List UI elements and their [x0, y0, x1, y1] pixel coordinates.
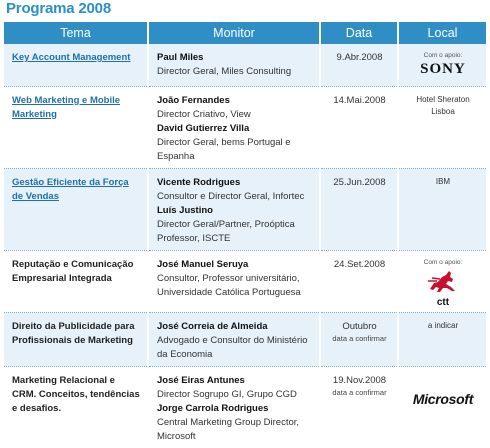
date-value: 19.Nov.2008: [332, 374, 387, 386]
cell-local: Microsoft: [398, 366, 486, 448]
cell-local: a indicar: [398, 312, 486, 367]
date-note: data a confirmar: [332, 333, 387, 343]
header-monitor: Monitor: [148, 22, 321, 44]
cell-local: IBM: [398, 168, 486, 251]
monitor-role: Director Sogrupo GI, Grupo CGD: [157, 388, 297, 400]
sony-logo: SONY: [420, 61, 466, 77]
cell-tema: Web Marketing e Mobile Marketing: [4, 86, 149, 169]
date-value: 9.Abr.2008: [336, 52, 383, 63]
monitor-name: Luís Justino: [157, 204, 213, 216]
cell-tema: Marketing Relacional e CRM. Conceitos, t…: [4, 366, 149, 448]
table-row: Key Account Management Paul Miles Director…: [4, 44, 486, 87]
header-local: Local: [398, 22, 486, 44]
program-table: Tema Monitor Data Local Key Account Mana…: [4, 22, 486, 448]
support-label: Com o apoio:: [423, 258, 463, 266]
cell-monitor: José Manuel Seruya Consultor, Professor u…: [148, 250, 321, 313]
cell-data: 25.Jun.2008: [320, 168, 399, 251]
monitor-name: José Eiras Antunes: [157, 374, 245, 386]
cell-data: 19.Nov.2008 data a confirmar: [320, 366, 399, 448]
monitor-role: Consultor e Director Geral, Infortec: [157, 190, 305, 202]
cell-data: 9.Abr.2008: [320, 44, 399, 87]
local-text: Hotel Sheraton Lisboa: [416, 94, 470, 116]
date-value: Outubro: [342, 320, 377, 332]
cell-monitor: José Eiras Antunes Director Sogrupo GI, G…: [148, 366, 321, 448]
monitor-role: Director Geral, bems Portugal e Espanha: [157, 136, 291, 162]
monitor-role: Director Geral, Miles Consulting: [157, 66, 292, 77]
header-tema: Tema: [4, 22, 149, 44]
table-row: Direito da Publicidade para Profissionai…: [4, 312, 486, 367]
cell-local: Com o apoio: ctt: [398, 250, 486, 313]
cell-data: Outubro data a confirmar: [320, 312, 399, 367]
cell-local: Hotel Sheraton Lisboa: [398, 86, 486, 169]
ctt-wordmark: ctt: [436, 296, 450, 308]
monitor-role: Central Marketing Group Director, Micros…: [157, 416, 300, 442]
tema-link[interactable]: Key Account Management: [12, 52, 131, 63]
date-note: data a confirmar: [332, 387, 387, 397]
table-row: Web Marketing e Mobile Marketing João Fer…: [4, 86, 486, 169]
local-text: a indicar: [427, 320, 459, 330]
cell-tema: Key Account Management: [4, 44, 149, 87]
date-value: 25.Jun.2008: [333, 176, 386, 188]
monitor-role: Advogado e Consultor do Ministério da Ec…: [157, 334, 308, 360]
cell-tema: Gestão Eficiente da Força de Vendas: [4, 168, 149, 251]
tema-text: Direito da Publicidade para Profissionai…: [12, 320, 135, 346]
cell-tema: Direito da Publicidade para Profissionai…: [4, 312, 149, 367]
monitor-name: João Fernandes: [157, 94, 230, 106]
table-row: Reputação e Comunicação Empresarial Inte…: [4, 250, 486, 313]
support-label: Com o apoio:: [423, 52, 463, 59]
tema-link[interactable]: Gestão Eficiente da Força de Vendas: [12, 176, 129, 202]
table-header-row: Tema Monitor Data Local: [4, 22, 486, 44]
ctt-horse-icon: [428, 270, 455, 292]
cell-monitor: José Correia de Almeida Advogado e Consul…: [148, 312, 321, 367]
monitor-name: José Manuel Seruya: [157, 258, 249, 270]
page-title: Programa 2008: [6, 0, 111, 17]
cell-tema: Reputação e Comunicação Empresarial Inte…: [4, 250, 149, 313]
cell-data: 14.Mai.2008: [320, 86, 399, 169]
monitor-name: David Gutierrez Villa: [157, 122, 250, 134]
cell-monitor: Paul Miles Director Geral, Miles Consulti…: [148, 44, 321, 87]
date-value: 14.Mai.2008: [333, 94, 386, 106]
table-row: Marketing Relacional e CRM. Conceitos, t…: [4, 366, 486, 448]
local-text: IBM: [435, 176, 451, 186]
cell-local: Com o apoio: SONY: [398, 44, 486, 87]
cell-monitor: Vicente Rodrigues Consultor e Director Ge…: [148, 168, 321, 251]
header-data: Data: [320, 22, 399, 44]
cell-data: 24.Set.2008: [320, 250, 399, 313]
cell-monitor: João Fernandes Director Criativo, View Dav…: [148, 86, 321, 169]
ctt-logo: ctt: [407, 269, 479, 308]
date-value: 24.Set.2008: [333, 258, 386, 270]
monitor-role: Consultor, Professor universitário, Univ…: [157, 272, 301, 298]
microsoft-logo: Microsoft: [412, 390, 474, 407]
monitor-role: Director Criativo, View: [157, 108, 251, 120]
monitor-role: Director Geral/Partner, Proóptica Profes…: [157, 218, 295, 244]
monitor-name: Jorge Carrola Rodrigues: [157, 402, 269, 414]
tema-link[interactable]: Web Marketing e Mobile Marketing: [12, 94, 121, 120]
table-row: Gestão Eficiente da Força de Vendas Vicen…: [4, 168, 486, 251]
monitor-name: Paul Miles: [157, 52, 204, 63]
tema-text: Marketing Relacional e CRM. Conceitos, t…: [12, 374, 140, 414]
monitor-name: Vicente Rodrigues: [157, 176, 241, 188]
monitor-name: José Correia de Almeida: [157, 320, 268, 332]
tema-text: Reputação e Comunicação Empresarial Inte…: [12, 258, 134, 284]
